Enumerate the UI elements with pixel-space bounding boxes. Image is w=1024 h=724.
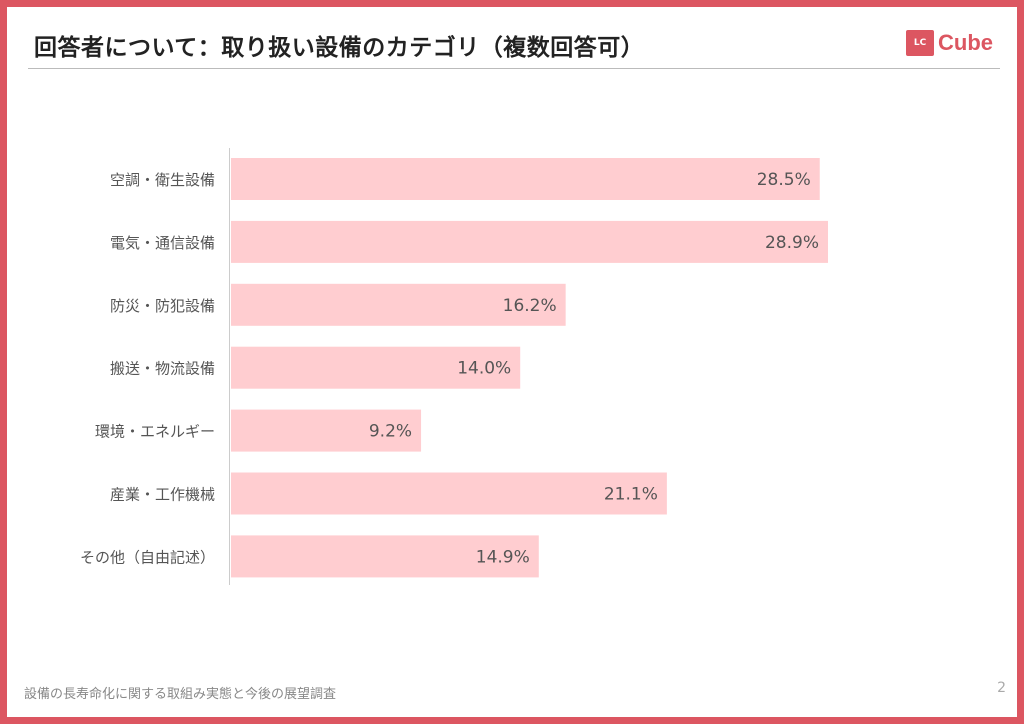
bar (231, 283, 566, 326)
bar (231, 535, 539, 578)
category-label: 環境・エネルギー (95, 423, 215, 441)
data-label: 14.0% (457, 359, 511, 379)
category-label: その他（自由記述） (80, 548, 215, 566)
data-label: 9.2% (369, 422, 412, 442)
category-label: 電気・通信設備 (110, 234, 215, 252)
lc-cube-logo: LC Cube (906, 30, 993, 56)
bar (231, 409, 422, 452)
footer-text: 設備の長寿命化に関する取組み実態と今後の展望調査 (24, 687, 337, 702)
data-label: 28.5% (757, 170, 811, 190)
category-label: 搬送・物流設備 (110, 360, 215, 378)
page-title: 回答者について：取り扱い設備のカテゴリ（複数回答可） (34, 35, 645, 61)
title-divider (28, 68, 1000, 69)
data-label: 28.9% (765, 233, 819, 253)
category-label: 空調・衛生設備 (110, 171, 215, 189)
bar (231, 158, 820, 200)
data-label: 14.9% (476, 547, 530, 567)
logo-text: Cube (938, 30, 993, 55)
bar (231, 472, 667, 515)
category-label: 防災・防犯設備 (110, 297, 215, 315)
page-number: 2 (997, 680, 1006, 696)
data-label: 21.1% (604, 485, 658, 505)
data-label: 16.2% (503, 296, 557, 316)
cube-icon: LC (906, 30, 934, 56)
bar (231, 346, 521, 389)
category-label: 産業・工作機械 (110, 486, 215, 504)
bar (231, 220, 828, 263)
